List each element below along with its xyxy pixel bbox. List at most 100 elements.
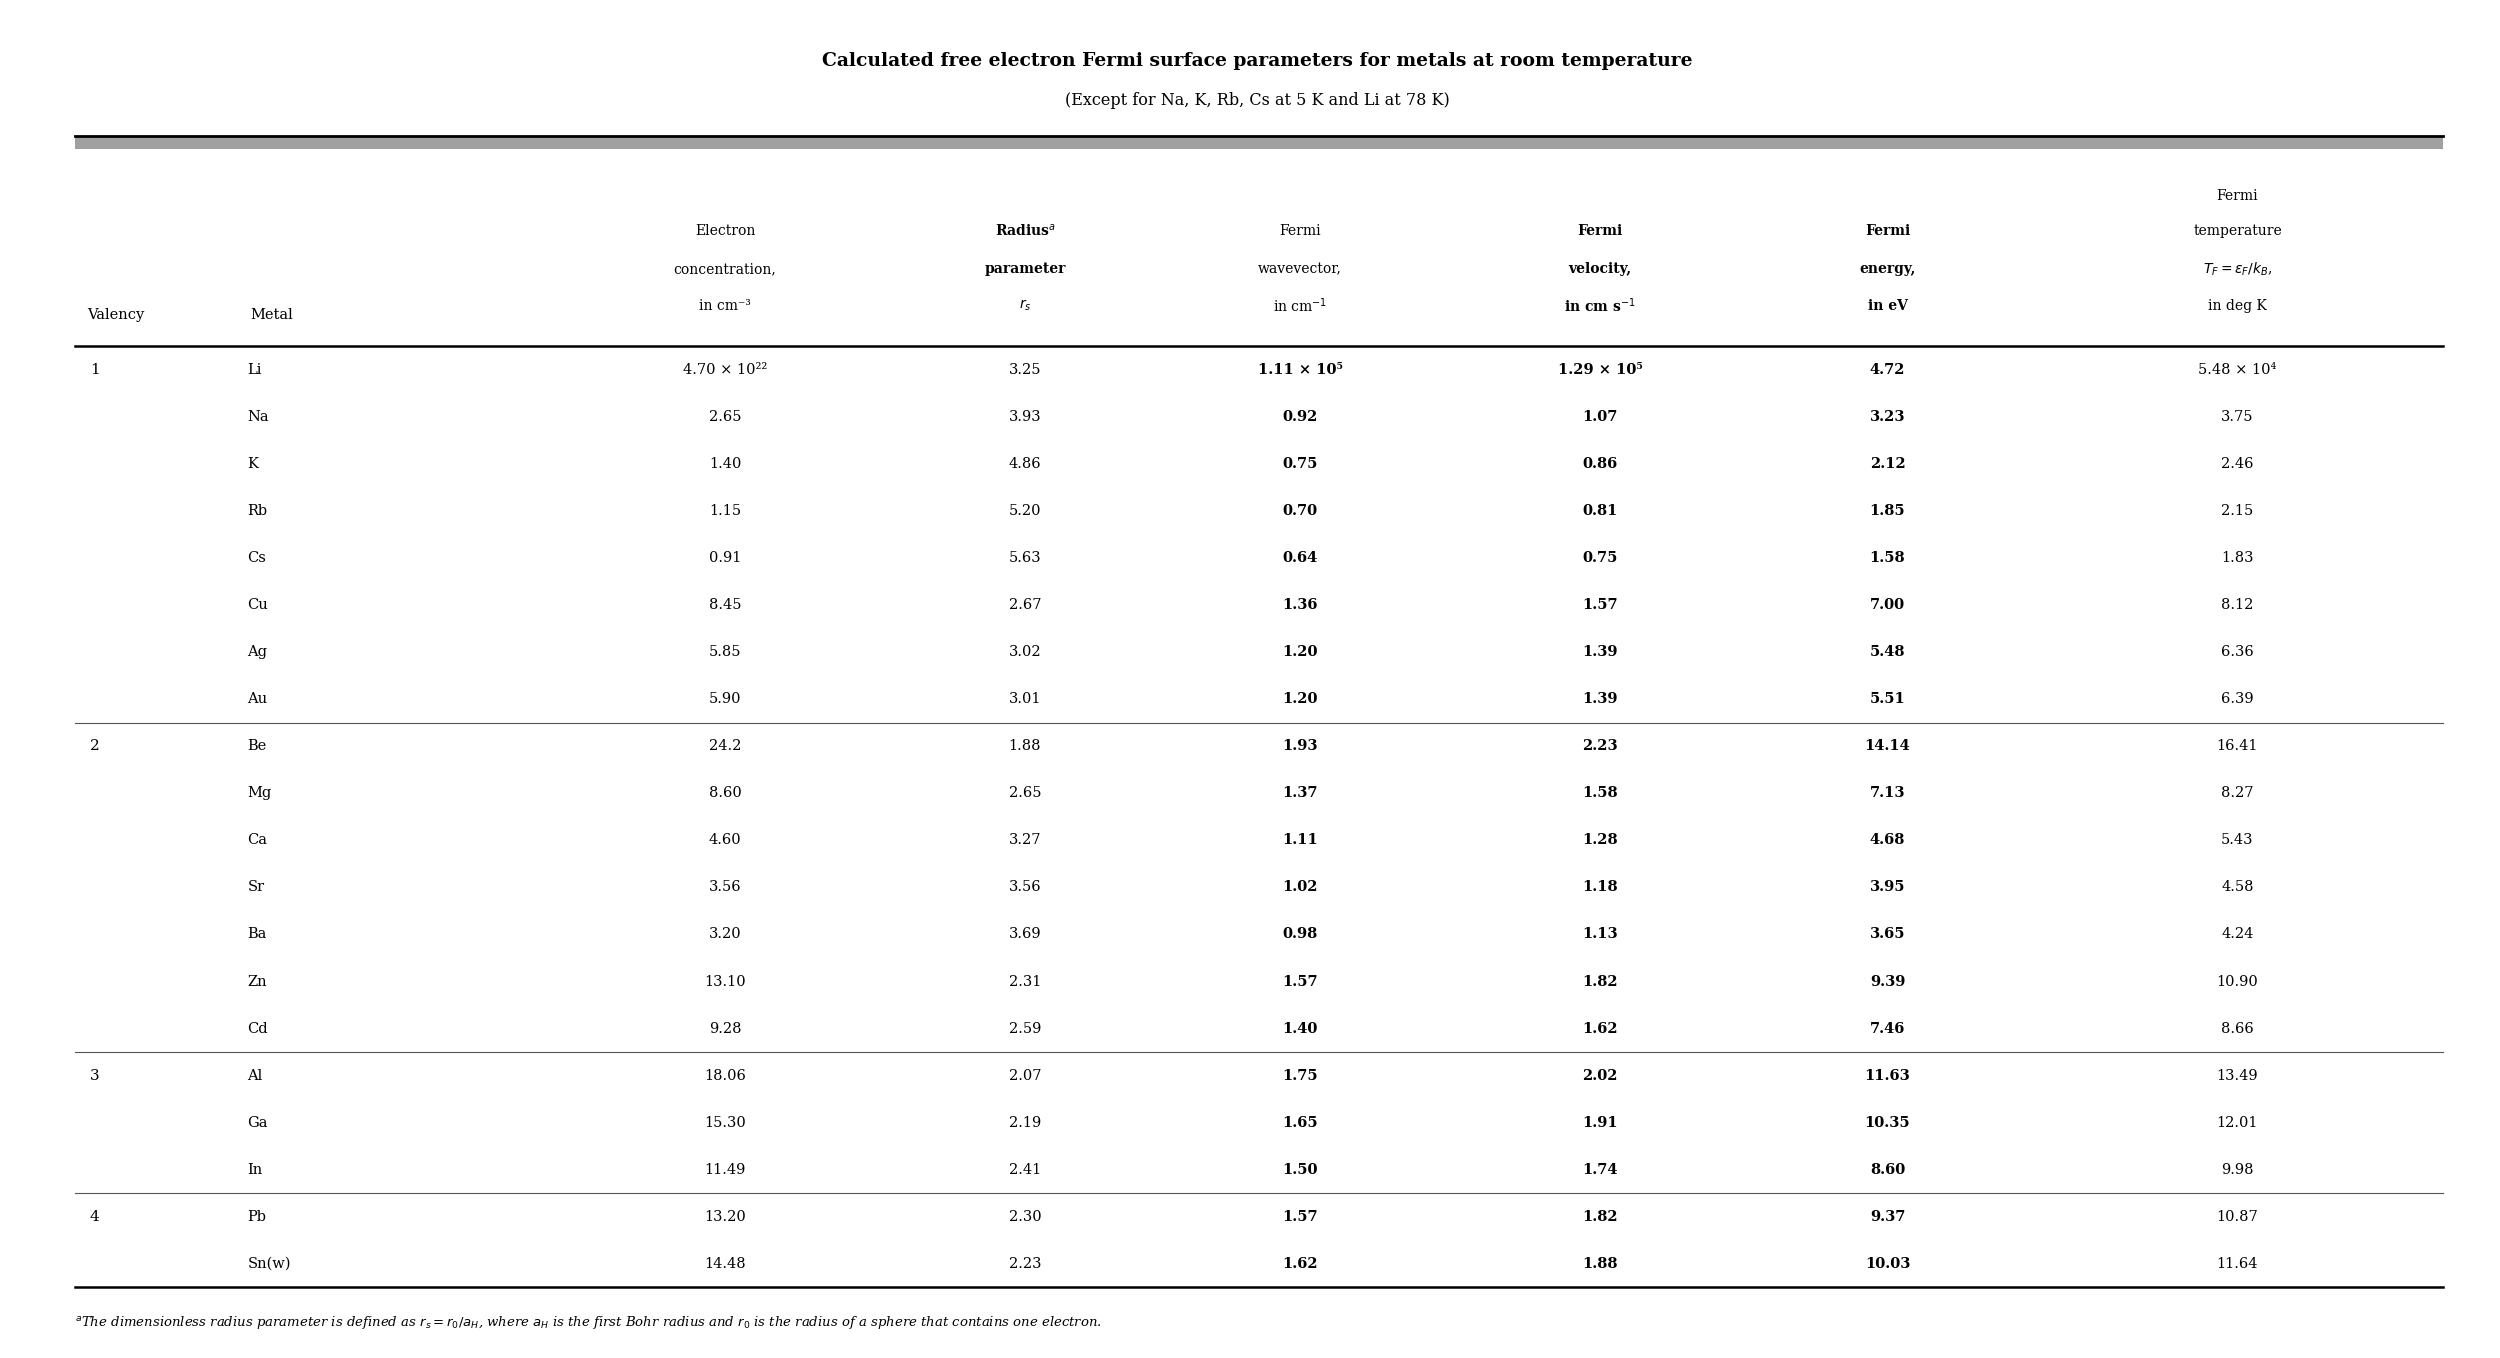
Text: 11.63: 11.63 [1865,1069,1910,1082]
Text: 5.63: 5.63 [1008,551,1042,565]
Text: 2.19: 2.19 [1010,1116,1040,1130]
Text: 1.88: 1.88 [1582,1258,1618,1271]
Text: 1.40: 1.40 [1282,1021,1318,1036]
Text: Au: Au [248,693,268,706]
Text: Cu: Cu [248,598,268,612]
Text: $r_s$: $r_s$ [1017,297,1032,314]
Text: K: K [248,456,258,471]
Text: 2.65: 2.65 [710,410,742,424]
Text: Radius$^a$: Radius$^a$ [995,223,1055,239]
Text: 11.49: 11.49 [705,1162,745,1177]
Text: Ga: Ga [248,1116,268,1130]
Text: 1: 1 [90,363,100,376]
Text: 0.86: 0.86 [1582,456,1618,471]
Text: 8.12: 8.12 [2222,598,2252,612]
Text: Fermi: Fermi [2218,189,2258,202]
Text: 2.23: 2.23 [1582,739,1618,754]
Text: 1.11: 1.11 [1282,834,1318,847]
Text: 1.50: 1.50 [1282,1162,1318,1177]
Text: 9.98: 9.98 [2222,1162,2255,1177]
Text: 3.93: 3.93 [1008,410,1042,424]
Text: (Except for Na, K, Rb, Cs at 5 K and Li at 78 K): (Except for Na, K, Rb, Cs at 5 K and Li … [1065,92,1450,109]
Text: 1.39: 1.39 [1582,693,1618,706]
Text: temperature: temperature [2192,224,2282,238]
Text: 5.51: 5.51 [1870,693,1905,706]
Text: 11.64: 11.64 [2218,1258,2258,1271]
Text: velocity,: velocity, [1568,262,1632,276]
Text: 3.20: 3.20 [707,928,742,941]
Text: 1.65: 1.65 [1282,1116,1318,1130]
Text: 1.58: 1.58 [1870,551,1905,565]
Text: 3.02: 3.02 [1008,645,1042,659]
Text: 2.12: 2.12 [1870,456,1905,471]
Text: 10.87: 10.87 [2218,1210,2258,1224]
Text: in cm$^{-1}$: in cm$^{-1}$ [1272,296,1328,315]
Text: Fermi: Fermi [1280,224,1320,238]
Text: 1.57: 1.57 [1582,598,1618,612]
Bar [75,136,2442,1287]
Text: 15.30: 15.30 [705,1116,745,1130]
Text: Valency: Valency [88,308,145,322]
Text: Pb: Pb [248,1210,268,1224]
Text: 1.75: 1.75 [1282,1069,1318,1082]
Text: 3.75: 3.75 [2222,410,2255,424]
Text: Metal: Metal [250,308,292,322]
Text: 13.20: 13.20 [705,1210,745,1224]
Text: 3.95: 3.95 [1870,880,1905,895]
Text: 1.82: 1.82 [1582,1210,1618,1224]
Text: 6.39: 6.39 [2220,693,2255,706]
Text: 1.93: 1.93 [1282,739,1318,754]
Text: 24.2: 24.2 [710,739,740,754]
Text: 0.75: 0.75 [1582,551,1618,565]
Text: Mg: Mg [248,786,272,800]
Text: 3.56: 3.56 [1008,880,1042,895]
Text: 3: 3 [90,1069,100,1082]
Text: 4: 4 [90,1210,100,1224]
Text: Be: Be [248,739,268,754]
Text: 7.13: 7.13 [1870,786,1905,800]
Text: 2.59: 2.59 [1010,1021,1040,1036]
Text: 2.41: 2.41 [1010,1162,1040,1177]
Text: 1.88: 1.88 [1010,739,1042,754]
Text: Electron: Electron [695,224,755,238]
Text: 8.60: 8.60 [707,786,742,800]
Text: Cs: Cs [248,551,268,565]
Text: 1.62: 1.62 [1582,1021,1618,1036]
Text: 10.35: 10.35 [1865,1116,1910,1130]
Text: Ca: Ca [248,834,268,847]
Text: 1.83: 1.83 [2222,551,2255,565]
Text: 13.10: 13.10 [705,975,745,989]
Text: 14.14: 14.14 [1865,739,1910,754]
Text: Sr: Sr [248,880,265,895]
Text: 3.69: 3.69 [1008,928,1042,941]
Text: 0.70: 0.70 [1282,504,1318,517]
Text: 1.39: 1.39 [1582,645,1618,659]
Text: 5.90: 5.90 [710,693,742,706]
Text: 7.00: 7.00 [1870,598,1905,612]
Text: Al: Al [248,1069,262,1082]
Text: $^a$The dimensionless radius parameter is defined as $r_s = r_0/a_H$, where $a_H: $^a$The dimensionless radius parameter i… [75,1315,1102,1331]
Text: 1.36: 1.36 [1282,598,1318,612]
Text: 12.01: 12.01 [2218,1116,2258,1130]
Text: 2: 2 [90,739,100,754]
Text: concentration,: concentration, [672,262,778,276]
Text: 1.37: 1.37 [1282,786,1318,800]
Text: 9.37: 9.37 [1870,1210,1905,1224]
Text: Calculated free electron Fermi surface parameters for metals at room temperature: Calculated free electron Fermi surface p… [822,52,1692,71]
Text: 1.11 × 10⁵: 1.11 × 10⁵ [1258,363,1342,376]
Text: 5.20: 5.20 [1010,504,1042,517]
Text: 1.62: 1.62 [1282,1258,1318,1271]
Text: In: In [248,1162,262,1177]
Text: Li: Li [248,363,262,376]
Text: 0.91: 0.91 [710,551,740,565]
Text: 13.49: 13.49 [2218,1069,2258,1082]
Text: 1.74: 1.74 [1582,1162,1618,1177]
Text: Rb: Rb [248,504,268,517]
Text: 1.29 × 10⁵: 1.29 × 10⁵ [1558,363,1642,376]
Text: 1.07: 1.07 [1582,410,1618,424]
Text: 1.57: 1.57 [1282,1210,1318,1224]
Text: 2.31: 2.31 [1010,975,1040,989]
Text: 4.86: 4.86 [1008,456,1042,471]
Text: 10.90: 10.90 [2218,975,2258,989]
Text: parameter: parameter [985,262,1065,276]
